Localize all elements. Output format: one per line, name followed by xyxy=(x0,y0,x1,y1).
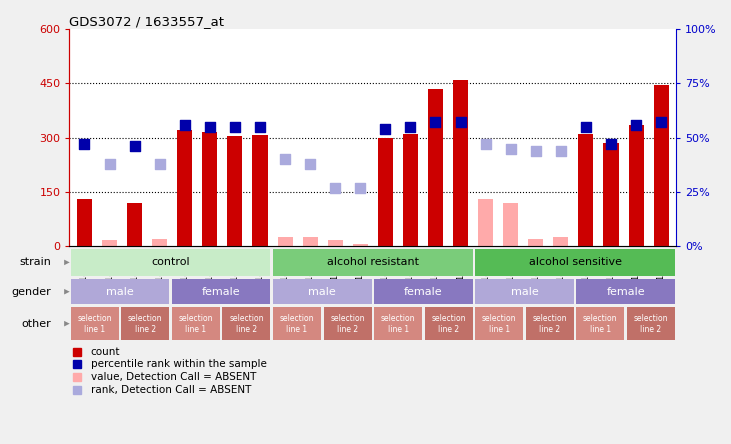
Text: female: female xyxy=(404,287,443,297)
Bar xyxy=(273,307,321,340)
Bar xyxy=(374,307,422,340)
Bar xyxy=(152,239,167,246)
Text: selection
line 1: selection line 1 xyxy=(178,313,213,334)
Bar xyxy=(553,238,569,246)
Bar xyxy=(428,89,443,246)
Bar xyxy=(324,307,371,340)
Point xyxy=(330,184,341,191)
Point xyxy=(630,121,642,128)
Bar xyxy=(478,199,493,246)
Bar xyxy=(121,307,170,340)
Bar xyxy=(529,239,543,246)
Text: rank, Detection Call = ABSENT: rank, Detection Call = ABSENT xyxy=(91,385,251,395)
Bar xyxy=(102,240,117,246)
Point xyxy=(129,143,140,150)
Bar xyxy=(378,138,393,246)
Bar xyxy=(303,238,318,246)
Point xyxy=(379,125,391,132)
Point xyxy=(104,160,115,167)
Bar xyxy=(374,279,473,304)
Bar xyxy=(252,135,268,246)
Point xyxy=(580,123,592,131)
Bar xyxy=(576,307,624,340)
Point xyxy=(404,123,416,131)
Bar xyxy=(526,307,574,340)
Text: alcohol resistant: alcohol resistant xyxy=(327,258,419,267)
Bar xyxy=(273,279,371,304)
Point xyxy=(530,147,542,154)
Bar xyxy=(222,307,270,340)
Bar xyxy=(604,143,618,246)
Point xyxy=(179,121,191,128)
Bar xyxy=(77,199,92,246)
Point xyxy=(304,160,316,167)
Bar xyxy=(654,85,669,246)
Point xyxy=(480,141,491,148)
Bar xyxy=(273,249,473,276)
Point xyxy=(154,160,165,167)
Bar xyxy=(453,79,468,246)
Text: count: count xyxy=(91,346,120,357)
Bar xyxy=(578,134,594,246)
Text: female: female xyxy=(202,287,240,297)
Bar xyxy=(353,243,368,246)
Text: other: other xyxy=(21,319,51,329)
Point xyxy=(655,119,667,126)
Text: selection
line 2: selection line 2 xyxy=(532,313,567,334)
Point xyxy=(229,123,240,131)
Point xyxy=(605,141,617,148)
Bar xyxy=(503,203,518,246)
Text: selection
line 2: selection line 2 xyxy=(330,313,365,334)
Text: selection
line 1: selection line 1 xyxy=(280,313,314,334)
Text: selection
line 2: selection line 2 xyxy=(128,313,162,334)
Text: selection
line 2: selection line 2 xyxy=(431,313,466,334)
Bar xyxy=(172,307,220,340)
Text: alcohol sensitive: alcohol sensitive xyxy=(529,258,621,267)
Text: selection
line 2: selection line 2 xyxy=(229,313,264,334)
Text: selection
line 1: selection line 1 xyxy=(482,313,517,334)
Bar xyxy=(202,132,217,246)
Bar xyxy=(475,249,675,276)
Text: male: male xyxy=(308,287,336,297)
Text: gender: gender xyxy=(12,287,51,297)
Text: strain: strain xyxy=(19,258,51,267)
Bar xyxy=(627,307,675,340)
Bar xyxy=(278,237,292,246)
Bar xyxy=(172,279,270,304)
Bar xyxy=(403,134,418,246)
Bar xyxy=(71,307,118,340)
Bar xyxy=(71,249,270,276)
Text: female: female xyxy=(606,287,645,297)
Point xyxy=(355,184,366,191)
Text: percentile rank within the sample: percentile rank within the sample xyxy=(91,359,267,369)
Text: male: male xyxy=(106,287,134,297)
Text: selection
line 1: selection line 1 xyxy=(77,313,112,334)
Bar xyxy=(71,279,170,304)
Bar xyxy=(475,279,574,304)
Bar xyxy=(576,279,675,304)
Point xyxy=(455,119,466,126)
Bar xyxy=(177,131,192,246)
Bar xyxy=(227,136,243,246)
Text: selection
line 1: selection line 1 xyxy=(583,313,618,334)
Point xyxy=(204,123,216,131)
Bar xyxy=(629,125,643,246)
Bar xyxy=(425,307,473,340)
Point xyxy=(79,141,91,148)
Text: selection
line 2: selection line 2 xyxy=(634,313,668,334)
Point xyxy=(279,156,291,163)
Bar xyxy=(127,203,142,246)
Text: selection
line 1: selection line 1 xyxy=(381,313,415,334)
Point xyxy=(430,119,442,126)
Text: male: male xyxy=(511,287,538,297)
Point xyxy=(505,145,517,152)
Text: control: control xyxy=(151,258,190,267)
Text: GDS3072 / 1633557_at: GDS3072 / 1633557_at xyxy=(69,15,224,28)
Bar xyxy=(475,307,523,340)
Bar xyxy=(327,240,343,246)
Text: value, Detection Call = ABSENT: value, Detection Call = ABSENT xyxy=(91,372,256,382)
Point xyxy=(254,123,266,131)
Point xyxy=(555,147,567,154)
